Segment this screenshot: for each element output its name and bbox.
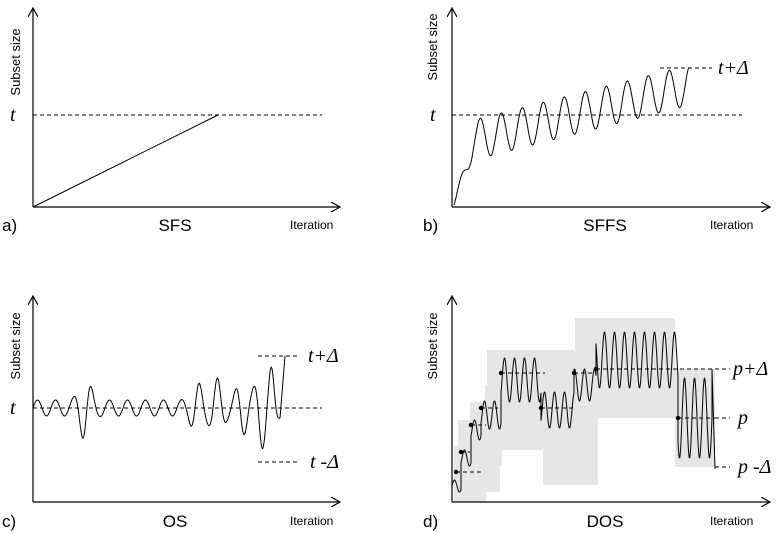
dos-level-point — [675, 415, 681, 421]
lower-label: p -Δ — [736, 456, 771, 478]
method-name: SFFS — [583, 216, 626, 235]
x-axis-label: Iteration — [290, 514, 333, 528]
method-name: SFS — [158, 216, 191, 235]
panel-b: Subset size t t+Δ b) SFFS Iteration — [423, 8, 770, 235]
x-axis-label: Iteration — [710, 218, 753, 232]
panel-letter: b) — [423, 216, 438, 235]
panel-d: Subset size p+Δ p p -Δ d) DOS Iteration — [423, 296, 771, 531]
dos-level-point — [593, 366, 599, 372]
dos-level-point — [498, 370, 504, 376]
upper-label: p+Δ — [731, 358, 768, 380]
y-axis-label: Subset size — [425, 312, 440, 379]
level-label-t: t — [430, 104, 436, 126]
method-name: OS — [163, 512, 188, 531]
dos-window-box — [503, 385, 543, 450]
panel-c: Subset size t t+Δ t -Δ c) OS Iteration — [2, 296, 340, 531]
lower-label: t -Δ — [310, 451, 339, 473]
panel-a: Subset size t a) SFS Iteration — [2, 8, 340, 235]
dos-level-point — [538, 405, 544, 411]
y-axis-label: Subset size — [425, 13, 440, 80]
sfs-trajectory — [32, 114, 219, 208]
y-axis-label: Subset size — [8, 28, 23, 95]
level-label-p: p — [736, 407, 748, 429]
panel-letter: d) — [423, 512, 438, 531]
dos-trajectory — [451, 331, 716, 493]
y-axis-label: Subset size — [8, 312, 23, 379]
dos-level-point — [453, 469, 459, 475]
x-axis-label: Iteration — [710, 514, 753, 528]
dos-level-point — [478, 405, 484, 411]
dos-level-points — [453, 366, 681, 475]
os-trajectory — [32, 355, 286, 449]
dos-level-point — [571, 370, 577, 376]
dos-level-point — [458, 449, 464, 455]
panel-letter: c) — [2, 512, 16, 531]
dos-level-point — [468, 422, 474, 428]
x-axis-label: Iteration — [290, 218, 333, 232]
method-name: DOS — [587, 512, 624, 531]
level-label-t: t — [10, 104, 16, 126]
level-label-t: t — [10, 397, 16, 419]
panel-letter: a) — [2, 216, 17, 235]
upper-label: t+Δ — [308, 345, 339, 367]
upper-label: t+Δ — [718, 57, 749, 79]
sffs-trajectory — [453, 67, 690, 206]
